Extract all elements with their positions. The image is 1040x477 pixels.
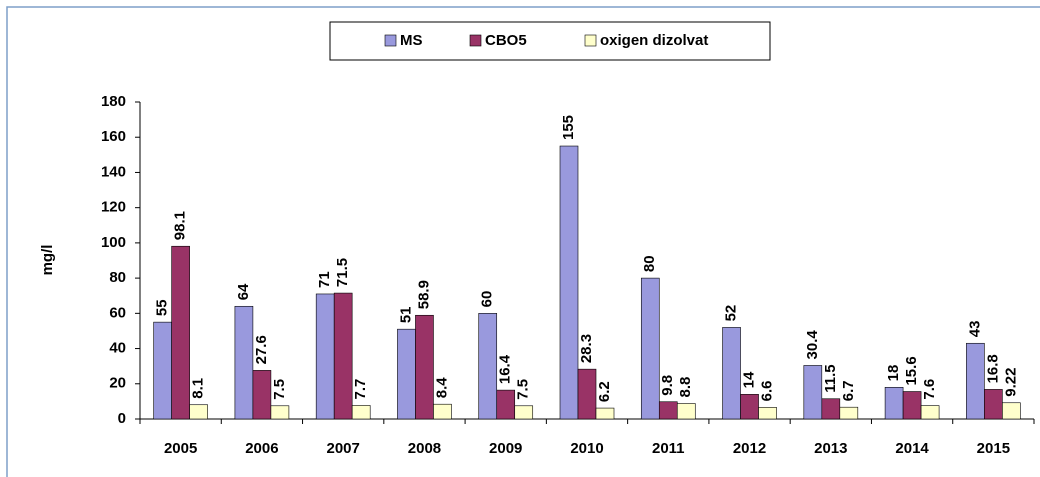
bar [658,401,678,420]
bar [171,245,190,420]
bar [234,305,254,420]
legend-label: oxigen dizolvat [600,32,708,49]
bar [803,365,823,420]
value-label: 52 [723,305,740,322]
value-label: 11.5 [822,364,839,392]
legend-label: MS [400,32,423,49]
x-tick-label: 2012 [733,440,766,457]
legend-swatch [584,34,597,47]
legend-box [329,21,771,61]
bar [676,403,696,420]
bar [884,386,904,420]
y-tick-label: 80 [109,269,126,286]
bar [397,328,416,420]
bar [577,368,597,420]
bar [496,389,516,420]
value-label: 8.8 [677,377,694,398]
x-tick-label: 2009 [489,440,522,457]
value-label: 8.4 [433,377,450,399]
value-label: 6.2 [596,381,613,402]
x-tick-label: 2015 [977,440,1010,457]
y-tick-label: 120 [101,199,126,216]
x-tick-label: 2007 [326,440,359,457]
value-label: 16.8 [984,354,1001,383]
value-label: 7.7 [352,379,369,400]
legend-swatch [384,34,397,47]
y-tick-label: 40 [109,340,126,357]
bar [559,145,579,420]
value-label: 14 [741,371,758,388]
bar [433,403,452,420]
value-label: 51 [397,306,414,323]
bar [984,389,1003,420]
bar [722,327,741,420]
bar [821,398,841,420]
value-label: 6.7 [840,380,857,401]
legend-label: CBO5 [485,32,527,49]
value-label: 58.9 [415,280,432,309]
value-label: 98.1 [172,211,189,240]
x-tick-label: 2008 [408,440,441,457]
bar [595,407,615,420]
value-label: 64 [235,283,252,300]
bar [351,405,371,420]
y-axis-label: mg/l [39,245,56,276]
bar [415,314,434,420]
value-label: 71.5 [334,258,351,287]
bar [478,313,498,420]
bar [758,407,777,420]
value-label: 71 [316,271,333,288]
y-tick-label: 20 [109,375,126,392]
value-label: 27.6 [253,335,270,364]
bar [839,406,859,420]
value-label: 60 [479,291,496,308]
bar [189,404,208,420]
legend-swatch [469,34,482,47]
value-label: 9.22 [1002,368,1019,397]
value-label: 16.4 [497,354,514,384]
bar [640,277,660,420]
y-tick-label: 180 [101,93,126,110]
value-label: 15.6 [903,356,920,385]
y-tick-label: 100 [101,234,126,251]
y-tick-label: 0 [118,410,126,427]
bar [315,293,335,420]
value-label: 18 [885,365,902,382]
bar [1002,402,1021,420]
value-label: 6.6 [759,381,776,402]
bar [252,370,272,420]
value-label: 7.6 [921,379,938,400]
value-label: 9.8 [659,375,676,396]
x-tick-label: 2014 [895,440,929,457]
bar [333,292,353,420]
value-label: 43 [966,321,983,338]
x-tick-label: 2013 [814,440,847,457]
bar [514,405,534,420]
x-tick-label: 2011 [652,440,685,457]
value-label: 7.5 [271,379,288,400]
value-label: 7.5 [515,379,532,400]
x-tick-label: 2005 [164,440,197,457]
bar [966,342,985,420]
value-label: 55 [154,299,171,316]
value-label: 80 [641,255,658,272]
bar [920,405,940,420]
y-tick-label: 60 [109,304,126,321]
bar [153,321,172,420]
value-label: 8.1 [190,378,207,399]
bar [740,394,759,420]
x-tick-label: 2010 [570,440,603,457]
bar [270,405,290,420]
bar [902,391,922,420]
value-label: 30.4 [804,330,821,360]
value-label: 155 [560,115,577,140]
value-label: 28.3 [578,334,595,363]
frame [6,6,1040,477]
y-tick-label: 160 [101,128,126,145]
x-tick-label: 2006 [245,440,278,457]
y-tick-label: 140 [101,163,126,180]
